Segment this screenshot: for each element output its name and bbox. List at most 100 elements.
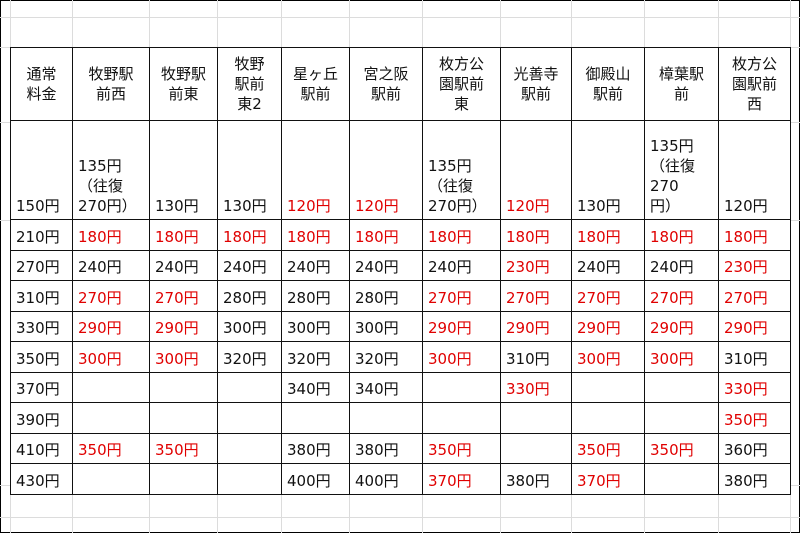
- fare-cell[interactable]: 290円: [500, 310, 572, 342]
- fare-cell[interactable]: 370円: [571, 463, 645, 495]
- regular-fare-cell[interactable]: 370円: [10, 371, 73, 403]
- fare-cell[interactable]: 240円: [422, 249, 501, 281]
- fare-cell[interactable]: 290円: [422, 310, 501, 342]
- fare-cell[interactable]: 320円: [349, 341, 423, 373]
- regular-fare-cell[interactable]: 410円: [10, 432, 73, 464]
- fare-cell[interactable]: [644, 371, 719, 403]
- fare-cell[interactable]: [217, 371, 282, 403]
- fare-cell[interactable]: 350円: [149, 432, 218, 464]
- fare-cell[interactable]: 290円: [149, 310, 218, 342]
- fare-cell[interactable]: 180円: [422, 219, 501, 251]
- fare-cell[interactable]: 380円: [349, 432, 423, 464]
- fare-cell[interactable]: 280円: [349, 280, 423, 312]
- fare-cell[interactable]: 135円 （往復 270円）: [422, 120, 501, 220]
- fare-cell[interactable]: 360円: [718, 432, 791, 464]
- fare-cell[interactable]: 230円: [718, 249, 791, 281]
- fare-cell[interactable]: [349, 402, 423, 434]
- fare-cell[interactable]: 130円: [571, 120, 645, 220]
- fare-cell[interactable]: 290円: [72, 310, 150, 342]
- fare-cell[interactable]: 310円: [500, 341, 572, 373]
- fare-cell[interactable]: [72, 371, 150, 403]
- fare-cell[interactable]: 300円: [644, 341, 719, 373]
- fare-cell[interactable]: 290円: [718, 310, 791, 342]
- fare-cell[interactable]: 240円: [349, 249, 423, 281]
- fare-cell[interactable]: 180円: [500, 219, 572, 251]
- fare-cell[interactable]: 350円: [571, 432, 645, 464]
- fare-cell[interactable]: [571, 371, 645, 403]
- fare-cell[interactable]: [149, 402, 218, 434]
- header-cell[interactable]: 光善寺 駅前: [500, 47, 572, 121]
- fare-cell[interactable]: [644, 463, 719, 495]
- fare-cell[interactable]: 400円: [281, 463, 350, 495]
- fare-cell[interactable]: 240円: [72, 249, 150, 281]
- fare-cell[interactable]: 120円: [718, 120, 791, 220]
- fare-cell[interactable]: 320円: [281, 341, 350, 373]
- fare-cell[interactable]: 130円: [217, 120, 282, 220]
- fare-cell[interactable]: [217, 463, 282, 495]
- fare-cell[interactable]: 180円: [571, 219, 645, 251]
- fare-cell[interactable]: 330円: [718, 371, 791, 403]
- fare-cell[interactable]: [571, 402, 645, 434]
- fare-cell[interactable]: 290円: [644, 310, 719, 342]
- fare-cell[interactable]: [149, 371, 218, 403]
- fare-cell[interactable]: 180円: [349, 219, 423, 251]
- regular-fare-cell[interactable]: 150円: [10, 120, 73, 220]
- regular-fare-cell[interactable]: 210円: [10, 219, 73, 251]
- regular-fare-cell[interactable]: 270円: [10, 249, 73, 281]
- header-cell[interactable]: 通常 料金: [10, 47, 73, 121]
- fare-cell[interactable]: 180円: [281, 219, 350, 251]
- fare-cell[interactable]: 240円: [281, 249, 350, 281]
- fare-cell[interactable]: 380円: [718, 463, 791, 495]
- fare-cell[interactable]: 290円: [571, 310, 645, 342]
- fare-cell[interactable]: 135円 （往復 270円）: [72, 120, 150, 220]
- fare-cell[interactable]: 380円: [500, 463, 572, 495]
- fare-cell[interactable]: 340円: [349, 371, 423, 403]
- fare-cell[interactable]: 300円: [349, 310, 423, 342]
- fare-cell[interactable]: 135円 （往復 270 円）: [644, 120, 719, 220]
- fare-cell[interactable]: 120円: [281, 120, 350, 220]
- fare-cell[interactable]: 270円: [72, 280, 150, 312]
- header-cell[interactable]: 枚方公 園駅前 東: [422, 47, 501, 121]
- fare-cell[interactable]: 300円: [571, 341, 645, 373]
- fare-cell[interactable]: 330円: [500, 371, 572, 403]
- fare-cell[interactable]: 350円: [72, 432, 150, 464]
- fare-cell[interactable]: 180円: [217, 219, 282, 251]
- fare-cell[interactable]: 270円: [422, 280, 501, 312]
- fare-cell[interactable]: [422, 402, 501, 434]
- fare-cell[interactable]: [644, 402, 719, 434]
- fare-cell[interactable]: 310円: [718, 341, 791, 373]
- fare-cell[interactable]: 300円: [72, 341, 150, 373]
- fare-cell[interactable]: 120円: [500, 120, 572, 220]
- fare-cell[interactable]: 270円: [149, 280, 218, 312]
- fare-cell[interactable]: [72, 402, 150, 434]
- header-cell[interactable]: 牧野駅 前西: [72, 47, 150, 121]
- fare-cell[interactable]: 350円: [422, 432, 501, 464]
- regular-fare-cell[interactable]: 430円: [10, 463, 73, 495]
- regular-fare-cell[interactable]: 390円: [10, 402, 73, 434]
- fare-cell[interactable]: 240円: [644, 249, 719, 281]
- fare-cell[interactable]: 380円: [281, 432, 350, 464]
- fare-cell[interactable]: 270円: [644, 280, 719, 312]
- fare-cell[interactable]: 350円: [644, 432, 719, 464]
- header-cell[interactable]: 牧野駅 前東: [149, 47, 218, 121]
- fare-cell[interactable]: 180円: [644, 219, 719, 251]
- regular-fare-cell[interactable]: 350円: [10, 341, 73, 373]
- fare-cell[interactable]: [149, 463, 218, 495]
- fare-cell[interactable]: 280円: [281, 280, 350, 312]
- fare-cell[interactable]: 240円: [571, 249, 645, 281]
- header-cell[interactable]: 御殿山 駅前: [571, 47, 645, 121]
- fare-cell[interactable]: 320円: [217, 341, 282, 373]
- fare-cell[interactable]: [217, 432, 282, 464]
- header-cell[interactable]: 宮之阪 駅前: [349, 47, 423, 121]
- fare-cell[interactable]: 120円: [349, 120, 423, 220]
- fare-cell[interactable]: 300円: [149, 341, 218, 373]
- fare-cell[interactable]: 230円: [500, 249, 572, 281]
- fare-cell[interactable]: 270円: [571, 280, 645, 312]
- fare-cell[interactable]: 180円: [718, 219, 791, 251]
- header-cell[interactable]: 牧野 駅前 東2: [217, 47, 282, 121]
- regular-fare-cell[interactable]: 330円: [10, 310, 73, 342]
- fare-cell[interactable]: 270円: [718, 280, 791, 312]
- fare-cell[interactable]: 130円: [149, 120, 218, 220]
- fare-cell[interactable]: 280円: [217, 280, 282, 312]
- header-cell[interactable]: 枚方公 園駅前 西: [718, 47, 791, 121]
